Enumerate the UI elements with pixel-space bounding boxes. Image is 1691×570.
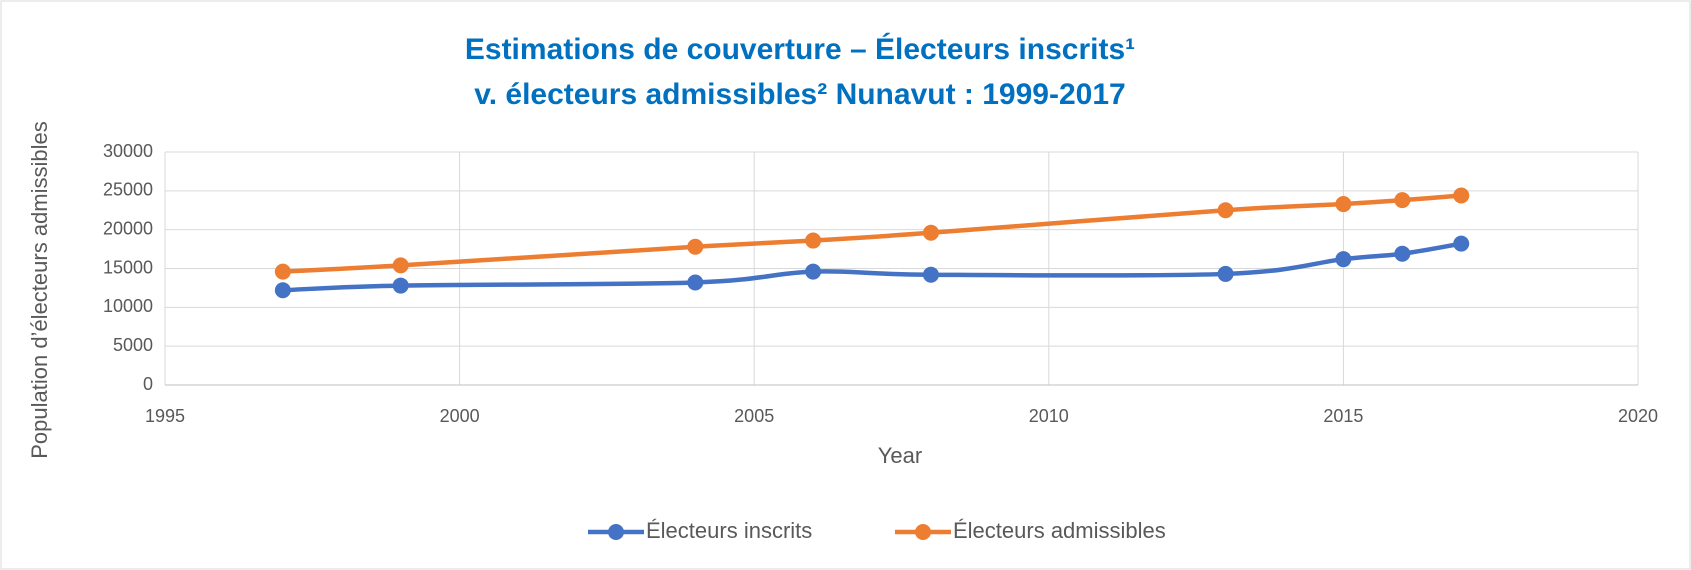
legend-marker [915,524,931,540]
data-point [274,263,291,280]
data-point [1335,251,1352,268]
y-tick-label: 10000 [103,296,153,316]
x-tick-label: 1995 [145,406,185,426]
y-tick-label: 5000 [113,335,153,355]
x-axis-label: Year [878,443,922,468]
data-point [805,263,822,280]
data-point [687,238,704,255]
data-point [1335,196,1352,213]
y-tick-label: 25000 [103,180,153,200]
x-tick-label: 2020 [1618,406,1658,426]
data-point [805,232,822,249]
legend-marker [608,524,624,540]
x-tick-label: 2005 [734,406,774,426]
chart-title: Estimations de couverture – Électeurs in… [465,32,1135,66]
data-point [1217,265,1234,282]
y-tick-label: 30000 [103,141,153,161]
y-tick-label: 0 [143,374,153,394]
data-point [392,277,409,294]
x-tick-label: 2015 [1323,406,1363,426]
data-point [1394,245,1411,262]
y-tick-label: 15000 [103,257,153,277]
chart-title: v. électeurs admissibles² Nunavut : 1999… [474,78,1125,111]
x-tick-label: 2010 [1029,406,1069,426]
data-point [922,266,939,283]
data-point [274,282,291,299]
data-point [922,224,939,241]
data-point [1394,192,1411,209]
y-tick-label: 20000 [103,218,153,238]
data-point [392,257,409,274]
data-point [1453,235,1470,252]
data-point [1217,202,1234,219]
x-tick-label: 2000 [440,406,480,426]
legend-label: Électeurs admissibles [953,518,1166,543]
legend-label: Électeurs inscrits [646,518,812,543]
data-point [1453,187,1470,204]
y-axis-label: Population d’électeurs admissibles [27,121,52,459]
data-point [687,274,704,291]
